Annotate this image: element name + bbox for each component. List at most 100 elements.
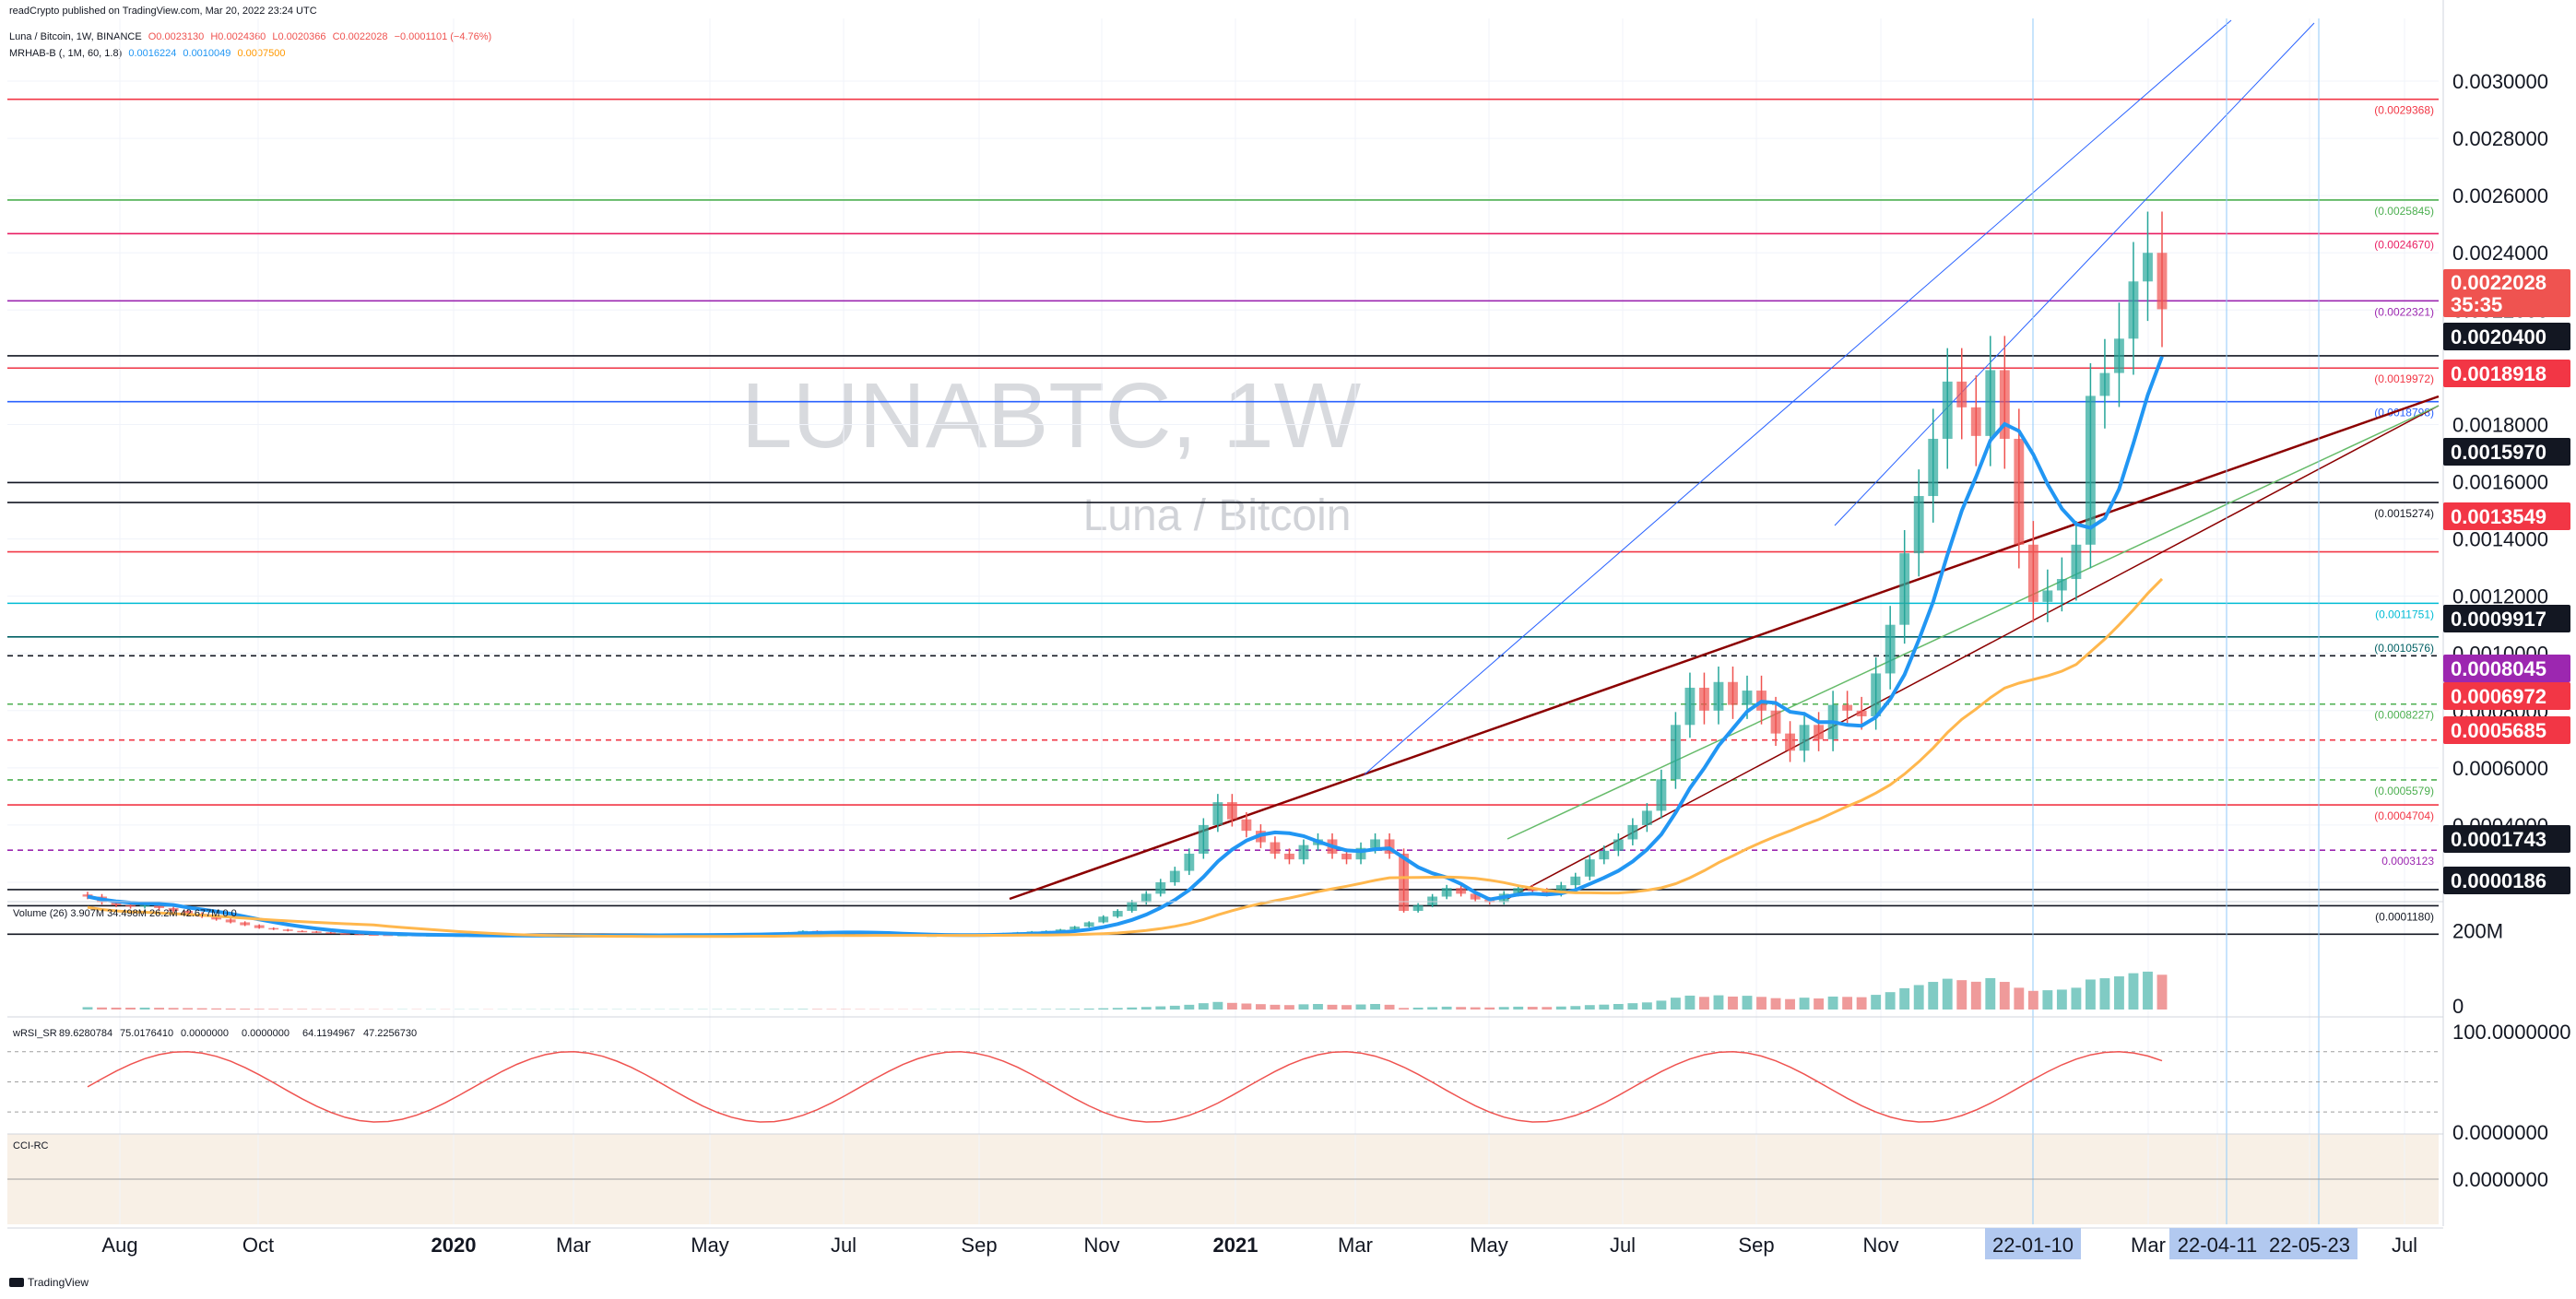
candle-body	[1856, 710, 1867, 716]
volume-bar	[1956, 980, 1967, 1010]
volume-bar	[1226, 1002, 1237, 1010]
candle-body	[2143, 253, 2153, 282]
candle-body	[1985, 370, 1996, 436]
candle-body	[1871, 673, 1882, 716]
volume-bar	[1555, 1006, 1566, 1010]
volume-bar	[268, 1009, 279, 1010]
volume-bar	[1112, 1008, 1123, 1010]
cci-tick-label: 0.0000000	[2452, 1168, 2548, 1191]
candle-body	[1641, 810, 1652, 825]
volume-bar	[1641, 1002, 1652, 1010]
candle-body	[1399, 853, 1410, 912]
candle-body	[1785, 733, 1795, 751]
wrsi-legend-name: wRSI_SR	[12, 1028, 57, 1039]
watermark-symbol: LUNABTC, 1W	[741, 364, 1362, 467]
volume-bar	[139, 1007, 150, 1010]
volume-bar	[1827, 996, 1838, 1010]
candle-body	[2027, 544, 2038, 602]
indicator-name: MRHAB-B (, 1M, 60, 1.8)	[9, 48, 123, 59]
candle-body	[1140, 893, 1152, 903]
price-tag-label: 0.0001743	[2451, 828, 2546, 851]
wrsi-legend-value: 0.0000000	[181, 1028, 229, 1039]
volume-bar	[125, 1008, 136, 1010]
candle-body	[1341, 853, 1352, 860]
candle-body	[1599, 850, 1610, 860]
volume-bar	[1127, 1007, 1138, 1010]
volume-bar	[1198, 1003, 1209, 1010]
candle-body	[2114, 338, 2124, 373]
volume-bar	[1656, 1000, 1667, 1010]
price-tag-label: 0.0020400	[2451, 325, 2546, 348]
time-tick-label: 2020	[431, 1234, 477, 1257]
volume-bar	[1212, 1001, 1223, 1010]
time-tick-label: Mar	[1338, 1234, 1373, 1257]
candle-body	[1699, 687, 1709, 711]
pane-labels: Volume (26) 3.907M 34.498M 26.2M 42.677M…	[12, 908, 417, 1151]
trend-line-steep	[1507, 405, 2440, 900]
candle-body	[1184, 853, 1195, 871]
volume-bar	[1527, 1007, 1538, 1010]
wrsi-legend-value: 47.2256730	[363, 1028, 417, 1039]
candle-body	[240, 922, 251, 926]
candle-body	[297, 930, 308, 933]
candle-body	[1112, 911, 1123, 917]
volume-bar	[1140, 1007, 1152, 1010]
candle-body	[1656, 779, 1667, 811]
volume-bar	[1542, 1007, 1553, 1010]
candle-body	[2071, 544, 2082, 580]
time-tick-label: Oct	[242, 1234, 274, 1257]
candle-body	[1098, 916, 1109, 923]
volume-bar	[1399, 1008, 1410, 1010]
price-tag	[2443, 655, 2570, 682]
time-tick-label: May	[691, 1234, 729, 1257]
candle-body	[1928, 438, 1939, 497]
candle-body	[1270, 842, 1281, 854]
wrsi-pane	[7, 1051, 2439, 1123]
candle-body	[1241, 819, 1252, 832]
volume-bar	[82, 1007, 93, 1010]
volume-bar	[1083, 1008, 1094, 1010]
level-line-label: (0.0004704)	[2374, 809, 2434, 822]
price-tag	[2443, 716, 2570, 744]
candle-body	[168, 907, 179, 912]
candle-body	[2099, 372, 2110, 396]
volume-bar	[1613, 1004, 1624, 1010]
candle-body	[339, 933, 350, 935]
candle-body	[1555, 885, 1566, 894]
trend-line-lower	[1009, 395, 2440, 901]
candle-body	[1770, 710, 1781, 734]
volume-bar	[1427, 1007, 1438, 1010]
time-tick-label: 22-04-11	[2178, 1234, 2257, 1257]
cci-legend-name: CCI-RC	[13, 1140, 49, 1151]
volume-bar	[1856, 997, 1867, 1010]
level-line-label: (0.0011751)	[2375, 608, 2434, 620]
volume-bar	[1412, 1007, 1424, 1010]
footer: TradingView	[9, 1276, 89, 1289]
level-line-label: 0.0003123	[2381, 855, 2434, 868]
volume-bar	[1284, 1005, 1294, 1010]
candle-body	[1742, 691, 1753, 705]
volume-bar	[1055, 1009, 1066, 1010]
volume-bar	[1370, 1004, 1380, 1010]
volume-bar	[1742, 996, 1753, 1010]
volume-bar	[1842, 997, 1853, 1010]
candle-body	[254, 925, 265, 928]
candle-body	[1942, 381, 1953, 439]
volume-bar	[1041, 1009, 1052, 1010]
volume-bar	[1684, 995, 1696, 1010]
candle-body	[1570, 876, 1581, 886]
candle-body	[154, 904, 165, 908]
volume-bar	[1456, 1007, 1467, 1010]
level-line-label: (0.0019972)	[2374, 372, 2434, 385]
volume-bar	[196, 1008, 207, 1010]
candle-body	[311, 931, 322, 933]
price-tag-label: 0.0005685	[2451, 719, 2546, 742]
symbol-legend: Luna / Bitcoin, 1W, BINANCE O0.0023130 H…	[9, 31, 495, 42]
time-tick-label: 22-05-23	[2269, 1234, 2350, 1257]
candle-body	[1355, 847, 1366, 860]
candles	[82, 211, 2168, 939]
volume-bar	[1770, 998, 1781, 1010]
candle-body	[2042, 590, 2053, 602]
